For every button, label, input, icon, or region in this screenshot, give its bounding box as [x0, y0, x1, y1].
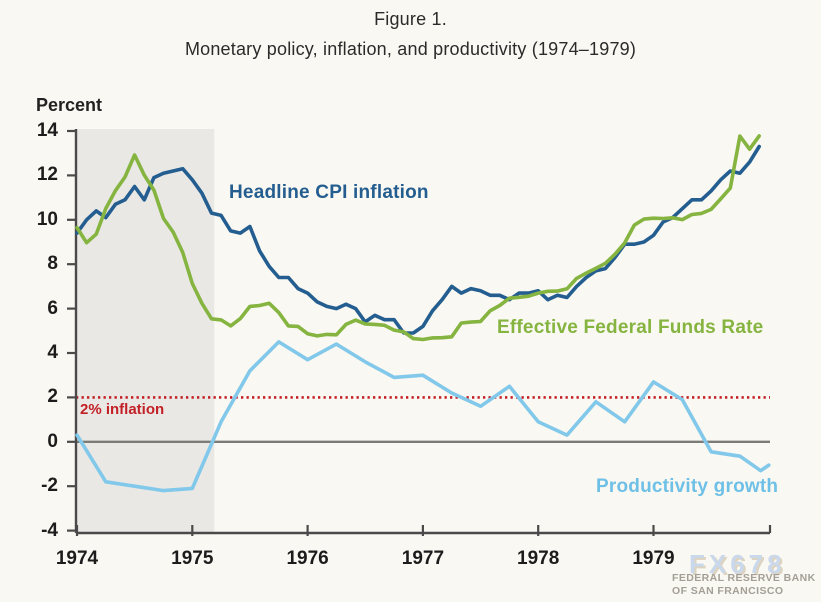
watermark-brand: FX678 [689, 549, 786, 579]
y-tick-label-8: 8 [47, 253, 58, 275]
y-tick-label--2: -2 [41, 475, 58, 497]
productivity-series-label: Productivity growth [596, 476, 779, 497]
y-tick-label-12: 12 [36, 164, 58, 186]
x-tick-label-1979: 1979 [632, 548, 675, 569]
ffr-series-label: Effective Federal Funds Rate [497, 317, 764, 338]
y-tick-label-0: 0 [47, 430, 58, 452]
x-tick-label-1975: 1975 [171, 548, 214, 569]
x-tick-label-1978: 1978 [517, 548, 560, 569]
x-tick-label-1974: 1974 [55, 548, 99, 569]
productivity-line [75, 340, 771, 493]
watermark-org-line1: FEDERAL RESERVE BANK [672, 572, 816, 584]
y-tick-label-4: 4 [47, 342, 58, 363]
figure-number: Figure 1. [374, 9, 447, 29]
y-tick-label-6: 6 [47, 297, 58, 319]
y-tick-label-10: 10 [36, 208, 58, 230]
y-axis-unit-label: Percent [36, 95, 103, 115]
y-tick-label-14: 14 [36, 120, 58, 141]
watermark-org: FEDERAL RESERVE BANK OF SAN FRANCISCO [672, 572, 816, 598]
y-tick-label-2: 2 [47, 386, 58, 408]
y-tick-label--4: -4 [41, 519, 58, 541]
x-tick-label-1977: 1977 [401, 548, 445, 569]
ffr-line [75, 134, 762, 342]
recession-shading-band [76, 129, 215, 533]
watermark-org-line2: OF SAN FRANCISCO [672, 585, 784, 598]
cpi-series-label: Headline CPI inflation [229, 182, 429, 203]
figure-title: Monetary policy, inflation, and producti… [184, 39, 637, 59]
cpi-line [75, 144, 762, 335]
two-percent-inflation-label: 2% inflation [80, 401, 165, 418]
x-tick-label-1976: 1976 [286, 548, 329, 569]
